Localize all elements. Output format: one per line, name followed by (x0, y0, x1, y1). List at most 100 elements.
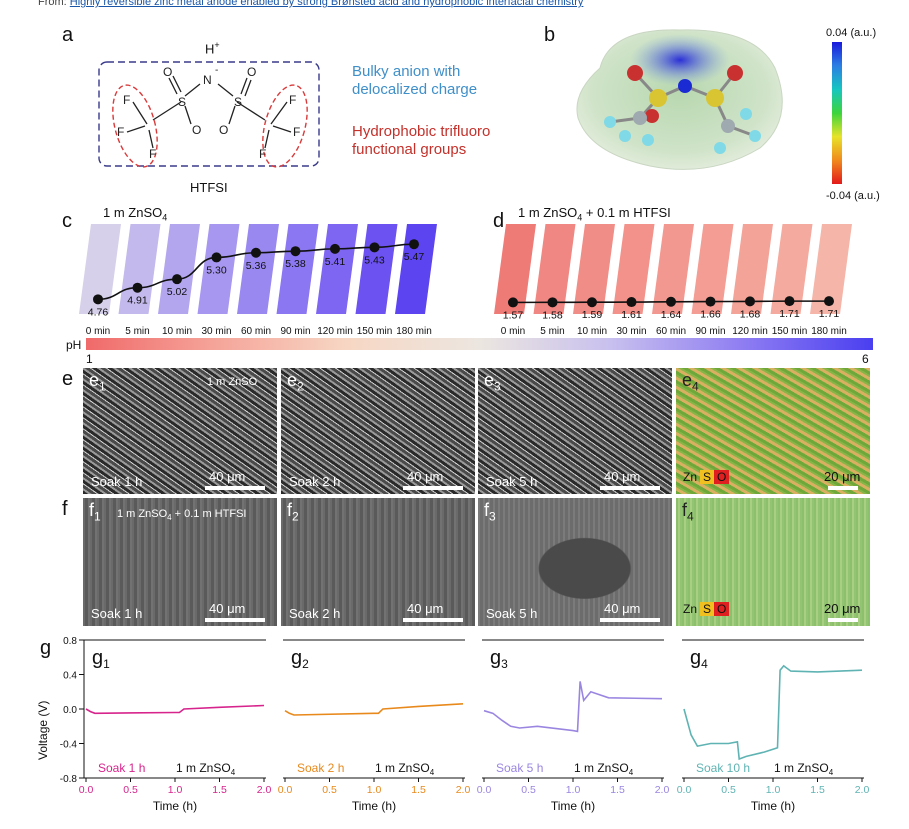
g-soak-label: Soak 1 h (98, 761, 145, 775)
g-soak-label: Soak 5 h (496, 761, 543, 775)
d-point (705, 296, 716, 307)
d-bar (652, 224, 694, 314)
esp-map (576, 29, 783, 170)
c-point (330, 243, 340, 254)
d-bar (573, 224, 615, 314)
g-xtick-label: 0.5 (721, 784, 736, 796)
e-image-1: e1 1 m ZnSO Soak 1 h 40 μm (83, 368, 277, 494)
c-time-label: 60 min (241, 326, 271, 337)
c-ph-value: 4.91 (127, 295, 148, 307)
g-ytick-label: -0.4 (60, 740, 78, 751)
esp-scale-min: -0.04 (a.u.) (826, 190, 880, 202)
anion-dashed-box (98, 61, 320, 167)
panel-label-g: g (40, 637, 52, 659)
n-charge: - (215, 65, 218, 76)
d-ph-value: 1.61 (621, 309, 642, 321)
g-electrolyte-label: 1 m ZnSO4 (774, 761, 834, 777)
g-ytick-label: -0.8 (60, 774, 78, 785)
e-soak-time: Soak 1 h (91, 474, 143, 489)
atom-o4: O (219, 123, 228, 137)
e-image-label: e3 (484, 370, 501, 394)
g-subplot-label: g1 (92, 647, 110, 671)
c-bar (316, 224, 358, 314)
g-subplot-label: g2 (291, 647, 309, 671)
f-soak-time: Soak 5 h (486, 606, 538, 621)
atom-s-left: S (178, 95, 186, 109)
atom-f2: F (117, 125, 124, 139)
cf3-right-ring (262, 84, 308, 168)
c-point (132, 282, 143, 293)
c-bar (118, 224, 161, 314)
ph-scale-min: 1 (86, 352, 93, 366)
eds-zn-label: Zn (683, 470, 698, 484)
g-xtick-label: 0.5 (521, 784, 536, 796)
g-ytick-label: 0.8 (63, 636, 77, 647)
d-time-label: 10 min (577, 326, 607, 337)
e-image-label: e4 (682, 370, 699, 394)
c-point (251, 247, 261, 258)
htfsi-name: HTFSI (190, 180, 228, 195)
d-bar (731, 224, 773, 314)
f-scale-text: 20 μm (824, 601, 861, 616)
ph-chart-c: 0 min 5 min 10 min 30 min 60 min 90 min 120 mi… (79, 224, 437, 337)
panel-d-title: 1 m ZnSO4 + 0.1 m HTFSI (518, 205, 671, 223)
g-xlabel: Time (h) (751, 799, 795, 813)
atom-labels: N - S S O O O O F F F F F F (117, 65, 300, 161)
f-image-2: f2 Soak 2 h 40 μm (281, 498, 475, 626)
esp-scale-max: 0.04 (a.u.) (826, 27, 877, 39)
f-electrolyte-note: 1 m ZnSO4 + 0.1 m HTFSI (117, 508, 247, 523)
f-scale-bar (205, 618, 265, 622)
esp-negative-region (630, 34, 730, 86)
d-time-label: 0 min (501, 326, 525, 337)
c-bar (395, 224, 437, 314)
g-soak-label: Soak 10 h (696, 761, 750, 775)
d-time-label: 30 min (616, 326, 646, 337)
e-image-2: e2 Soak 2 h 40 μm (281, 368, 475, 494)
g-xlabel: Time (h) (153, 799, 197, 813)
from-label: From: (38, 0, 67, 8)
f-image-label: f3 (484, 500, 496, 524)
panel-label-e: e (62, 368, 74, 390)
g-xtick-label: 0.5 (123, 784, 138, 796)
c-point (93, 294, 103, 305)
d-time-label: 150 min (772, 326, 808, 337)
esp-color-scale (832, 42, 842, 184)
panel-c-title: 1 m ZnSO4 (103, 205, 168, 223)
c-bar (237, 224, 279, 314)
d-point (508, 297, 518, 308)
e-soak-time: Soak 5 h (486, 474, 538, 489)
d-point (626, 297, 637, 308)
eds-s-label: S (700, 470, 715, 484)
c-bar (197, 224, 240, 314)
g-voltage-line (483, 681, 663, 733)
cf3-left-ring (112, 84, 158, 168)
g-xtick-label: 1.5 (411, 784, 426, 796)
f-scale-bar (403, 618, 463, 622)
c-bar (79, 224, 121, 314)
c-time-label: 180 min (396, 326, 432, 337)
g-electrolyte-label: 1 m ZnSO4 (574, 761, 634, 777)
c-bar (276, 224, 319, 314)
d-bar (770, 224, 813, 314)
f-image-label: f4 (682, 500, 694, 524)
g-xtick-label: 1.0 (367, 784, 382, 796)
g-xtick-label: 0.0 (79, 784, 94, 796)
e-eds-legend: Zn S O (680, 470, 730, 484)
d-ph-value: 1.57 (503, 309, 524, 321)
g-xtick-label: 1.0 (766, 784, 781, 796)
c-ph-value: 5.02 (167, 286, 188, 298)
d-ph-value: 1.66 (700, 309, 721, 321)
e-image-4: e4 20 μm Zn S O (676, 368, 870, 494)
g-xtick-label: 2.0 (655, 784, 670, 796)
c-ph-value: 5.47 (404, 251, 425, 263)
ph-scale-label: pH (66, 338, 82, 352)
d-time-label: 90 min (695, 326, 725, 337)
d-point (745, 296, 755, 307)
article-link[interactable]: Highly reversible zinc metal anode enabl… (69, 0, 584, 8)
c-bar (355, 224, 398, 314)
d-time-label: 60 min (656, 326, 686, 337)
panel-label-d: d (493, 210, 505, 232)
g-xtick-label: 0.5 (322, 784, 337, 796)
g-xtick-label: 0.0 (677, 784, 692, 796)
panel-label-a: a (62, 24, 74, 46)
